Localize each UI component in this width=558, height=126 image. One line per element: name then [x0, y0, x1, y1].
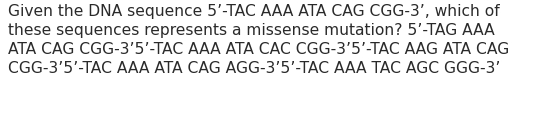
Text: Given the DNA sequence 5’-TAC AAA ATA CAG CGG-3’, which of
these sequences repre: Given the DNA sequence 5’-TAC AAA ATA CA… — [8, 4, 509, 76]
